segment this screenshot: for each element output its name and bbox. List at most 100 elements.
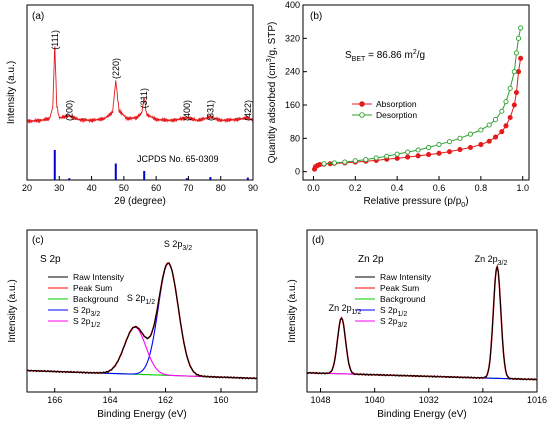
legend-label-desorption: Desorption: [376, 110, 417, 120]
panel-d-x-tick-label: 1040: [365, 395, 385, 405]
panel-d-x-tick-label: 1048: [311, 395, 331, 405]
panel-a-label: (a): [32, 11, 44, 22]
isotherm-point-absorption: [394, 155, 400, 161]
panel-b-ylabel: Quantity adsorbed (cm3/g, STP): [266, 22, 278, 164]
isotherm-point-absorption: [317, 162, 323, 168]
isotherm-point-desorption: [492, 117, 499, 123]
panel-c-legend-label: Background: [73, 294, 119, 304]
panel-c-label: (c): [32, 235, 44, 246]
legend-marker-absorption: [359, 101, 365, 107]
xrd-peak-label: (220): [111, 58, 121, 79]
isotherm-point-desorption: [511, 69, 517, 75]
panel-c-legend-label: S 2p3/2: [73, 305, 100, 318]
panel-d-legend-label: Peak Sum: [380, 283, 419, 293]
panel-b-label: (b): [310, 11, 322, 22]
panel-c-x-tick-label: 162: [158, 395, 173, 405]
isotherm-point-absorption: [478, 142, 484, 148]
panel-c-ylabel: Intensity (a.u.): [7, 279, 18, 342]
panel-a-x-tick-label: 20: [22, 183, 32, 193]
isotherm-point-desorption: [415, 147, 421, 153]
isotherm-point-absorption: [503, 123, 509, 129]
isotherm-point-absorption: [515, 69, 522, 75]
xrd-peak-label: (400): [182, 100, 192, 121]
legend-label-absorption: Absorption: [376, 99, 417, 109]
panel-a-x-tick-label: 80: [216, 183, 226, 193]
isotherm-point-desorption: [321, 161, 327, 167]
panel-c-legend-label: Raw Intensity: [73, 272, 125, 282]
isotherm-point-absorption: [405, 154, 411, 160]
panel-b-x-tick-label: 0.2: [349, 183, 362, 193]
panel-c-x-tick-label: 164: [103, 395, 118, 405]
panel-b-x-tick-label: 0.8: [475, 183, 488, 193]
panel-d-x-tick-label: 1016: [527, 395, 547, 405]
xrd-pattern-line: [26, 46, 254, 124]
isotherm-point-absorption: [467, 144, 473, 151]
panel-d-xlabel: Binding Energy (eV): [377, 409, 467, 420]
isotherm-point-desorption: [478, 127, 484, 133]
isotherm-point-desorption: [467, 131, 473, 137]
isotherm-point-desorption: [457, 135, 463, 141]
panel-a-xlabel: 2θ (degree): [114, 196, 166, 207]
panel-c-legend-label: S 2p1/2: [73, 316, 100, 329]
isotherm-point-absorption: [518, 55, 524, 61]
xrd-peak-label: (422): [243, 100, 253, 121]
panel-a-x-tick-label: 40: [87, 183, 97, 193]
reference-label: JCPDS No. 65-0309: [137, 154, 219, 164]
isotherm-point-desorption: [499, 108, 505, 114]
panel-d-peak-label: Zn 2p1/2: [329, 303, 362, 316]
panel-c-peak-label: S 2p1/2: [127, 293, 155, 306]
panel-d-legend-label: Raw Intensity: [380, 272, 432, 282]
isotherm-point-desorption: [405, 149, 411, 155]
panel-d-legend-label: Background: [380, 294, 426, 304]
panel-c-legend-label: Peak Sum: [73, 283, 112, 293]
isotherm-point-desorption: [515, 35, 522, 41]
panel-a-x-tick-label: 50: [119, 183, 129, 193]
xrd-peak-label: (111): [50, 30, 60, 50]
panel-d-raw-intensity-line: [306, 266, 538, 381]
panel-b-y-tick-label: 160: [285, 100, 300, 110]
isotherm-point-absorption: [486, 138, 492, 144]
isotherm-point-desorption: [373, 155, 379, 161]
panel-b-y-tick-label: 0: [295, 167, 300, 177]
bet-annotation: SBET = 86.86 m2/g: [345, 49, 425, 63]
isotherm-point-desorption: [384, 153, 390, 159]
panel-d-legend-label: S 2p1/2: [380, 305, 407, 318]
panel-a-x-tick-label: 90: [248, 183, 258, 193]
panel-c-frame: [26, 229, 258, 393]
panel-b-frame: [302, 4, 530, 181]
xrd-peak-label: (311): [139, 88, 149, 108]
panel-b-x-tick-label: 0.4: [391, 183, 404, 193]
legend-marker-desorption: [359, 112, 365, 118]
panel-c-xlabel: Binding Energy (eV): [97, 409, 187, 420]
panel-a-frame: [26, 4, 254, 181]
isotherm-point-absorption: [446, 149, 453, 155]
isotherm-line-absorption: [314, 58, 522, 170]
isotherm-point-desorption: [503, 99, 509, 105]
xrd-peak-label: (200): [64, 100, 74, 121]
panel-a-x-tick-label: 70: [183, 183, 193, 193]
panel-c-raw-intensity-line: [26, 262, 258, 380]
xrd-peak-label: (331): [205, 100, 215, 121]
isotherm-point-desorption: [513, 50, 519, 56]
panel-c-peak-label: S 2p3/2: [164, 239, 192, 252]
panel-c-x-tick-label: 160: [213, 395, 228, 405]
isotherm-point-desorption: [426, 144, 432, 151]
isotherm-point-desorption: [394, 151, 400, 157]
panel-c-x-tick-label: 166: [47, 395, 62, 405]
panel-a-x-tick-label: 60: [151, 183, 161, 193]
panel-d-peak-sum-line: [306, 263, 538, 381]
isotherm-point-desorption: [363, 157, 369, 163]
isotherm-point-desorption: [486, 122, 492, 128]
isotherm-point-desorption: [518, 25, 524, 31]
isotherm-line-desorption: [323, 27, 522, 165]
isotherm-point-desorption: [446, 139, 453, 145]
isotherm-point-desorption: [507, 85, 513, 91]
panel-a-x-tick-label: 30: [54, 183, 64, 193]
panel-d-ylabel: Intensity (a.u.): [287, 279, 298, 342]
panel-d-peak-label: Zn 2p3/2: [475, 254, 508, 267]
panel-b-y-tick-label: 320: [285, 33, 300, 43]
panel-d-x-tick-label: 1024: [473, 395, 493, 405]
isotherm-point-absorption: [415, 153, 421, 159]
isotherm-point-absorption: [511, 102, 517, 108]
